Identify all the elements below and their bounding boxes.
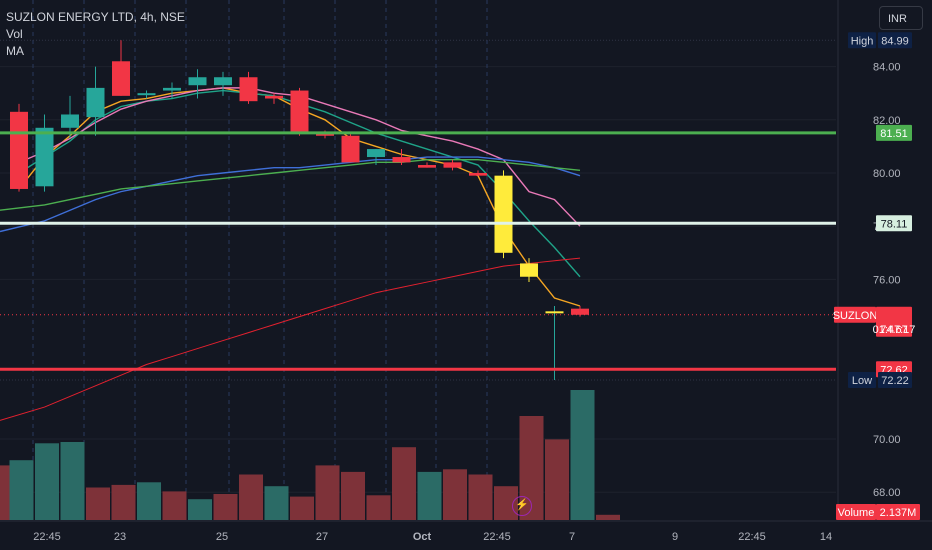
last-price-badge-bg	[876, 306, 912, 337]
high-value: 84.99	[881, 35, 909, 47]
time-axis-tick: 22:45	[738, 531, 766, 543]
high-value-bg	[878, 32, 912, 49]
volume-bar	[137, 482, 161, 520]
candle-body	[163, 87, 181, 91]
candle-body	[494, 175, 513, 253]
time-axis-tick: 25	[216, 531, 228, 543]
candle-body	[61, 114, 79, 128]
candle-body	[443, 162, 462, 168]
volume-bar	[417, 471, 442, 520]
moving-average-line	[0, 158, 581, 211]
time-axis-tick: 14	[820, 531, 832, 543]
moving-average-line	[0, 156, 581, 233]
candle-body	[214, 77, 232, 86]
countdown-timer: 01:47:17	[873, 324, 916, 336]
level-badge-green-bg	[876, 124, 912, 141]
candle-body	[520, 263, 538, 277]
volume-bar	[35, 443, 59, 520]
symbol-badge: SUZLON	[833, 310, 878, 322]
candle-body	[367, 149, 385, 158]
volume-bar	[290, 496, 314, 520]
volume-bar	[9, 460, 34, 520]
time-axis-tick: 7	[569, 531, 575, 543]
volume-bar	[213, 494, 238, 520]
volume-bar	[315, 465, 340, 520]
low-value: 72.22	[881, 375, 909, 387]
price-axis-tick: 84.00	[873, 62, 901, 74]
chart-legend: SUZLON ENERGY LTD, 4h, NSE Vol MA	[6, 9, 185, 60]
candle-body	[571, 308, 589, 315]
candle-body	[188, 77, 207, 86]
candle-body	[545, 311, 564, 314]
time-axis-tick: 22:45	[483, 531, 511, 543]
symbol-badge-bg	[834, 306, 876, 323]
candle-body	[10, 111, 28, 189]
candle-body	[418, 165, 436, 168]
high-label: High	[851, 35, 874, 47]
candle-body	[392, 157, 411, 163]
candle-body	[290, 90, 309, 134]
price-axis-tick: 70.00	[873, 434, 901, 446]
volume-bar	[86, 487, 110, 520]
volume-bar	[111, 484, 136, 520]
volume-bar	[468, 474, 493, 520]
candle-body	[239, 77, 258, 102]
volume-bar	[366, 495, 391, 520]
price-axis-tick: 82.00	[873, 115, 901, 127]
symbol-title[interactable]: SUZLON ENERGY LTD, 4h, NSE	[6, 10, 185, 24]
time-axis-tick: Oct	[413, 531, 432, 543]
price-axis-tick: 80.00	[873, 168, 901, 180]
volume-bar	[188, 499, 212, 520]
lightning-bolt-icon[interactable]: ⚡	[512, 496, 532, 516]
high-label-bg	[848, 32, 876, 49]
candle-body	[341, 135, 360, 163]
price-axis-tick: 68.00	[873, 487, 901, 499]
volume-bar	[545, 439, 569, 520]
low-value-bg	[878, 371, 912, 388]
last-price-badge: 74.67	[880, 324, 908, 336]
time-axis-tick: 22:45	[33, 531, 61, 543]
volume-value-badge: 2.137M	[880, 507, 917, 519]
volume-bar	[392, 447, 416, 520]
candle-body	[137, 93, 156, 96]
low-label: Low	[852, 375, 872, 387]
volume-bar	[60, 442, 85, 520]
level-badge-green: 81.51	[880, 128, 908, 140]
low-label-bg	[848, 371, 876, 388]
level-badge-white-bg	[876, 215, 912, 232]
volume-label-badge-bg	[836, 504, 876, 520]
candle-body	[86, 87, 105, 118]
candle-body	[112, 61, 130, 96]
candle-body	[265, 95, 283, 99]
level-badge-white: 78.11	[881, 218, 908, 230]
price-axis-tick: 76.00	[873, 274, 901, 286]
volume-value-badge-bg	[876, 504, 920, 520]
volume-bar	[570, 390, 595, 520]
volume-bar	[443, 469, 467, 520]
volume-label-badge: Volume	[838, 507, 875, 519]
volume-bar	[341, 471, 365, 520]
moving-average-line	[0, 257, 581, 421]
currency-button[interactable]: INR	[879, 6, 923, 30]
volume-bar	[162, 491, 187, 520]
candle-body	[35, 127, 54, 187]
volume-bar	[264, 486, 289, 520]
time-axis-tick: 9	[672, 531, 678, 543]
ma-indicator-label[interactable]: MA	[6, 44, 24, 58]
time-axis-tick: 23	[114, 531, 126, 543]
volume-indicator-label[interactable]: Vol	[6, 27, 23, 41]
time-axis-tick: 27	[316, 531, 328, 543]
candle-body	[316, 133, 334, 136]
volume-bar	[239, 474, 263, 520]
volume-bar	[596, 514, 620, 520]
candle-body	[469, 173, 487, 176]
